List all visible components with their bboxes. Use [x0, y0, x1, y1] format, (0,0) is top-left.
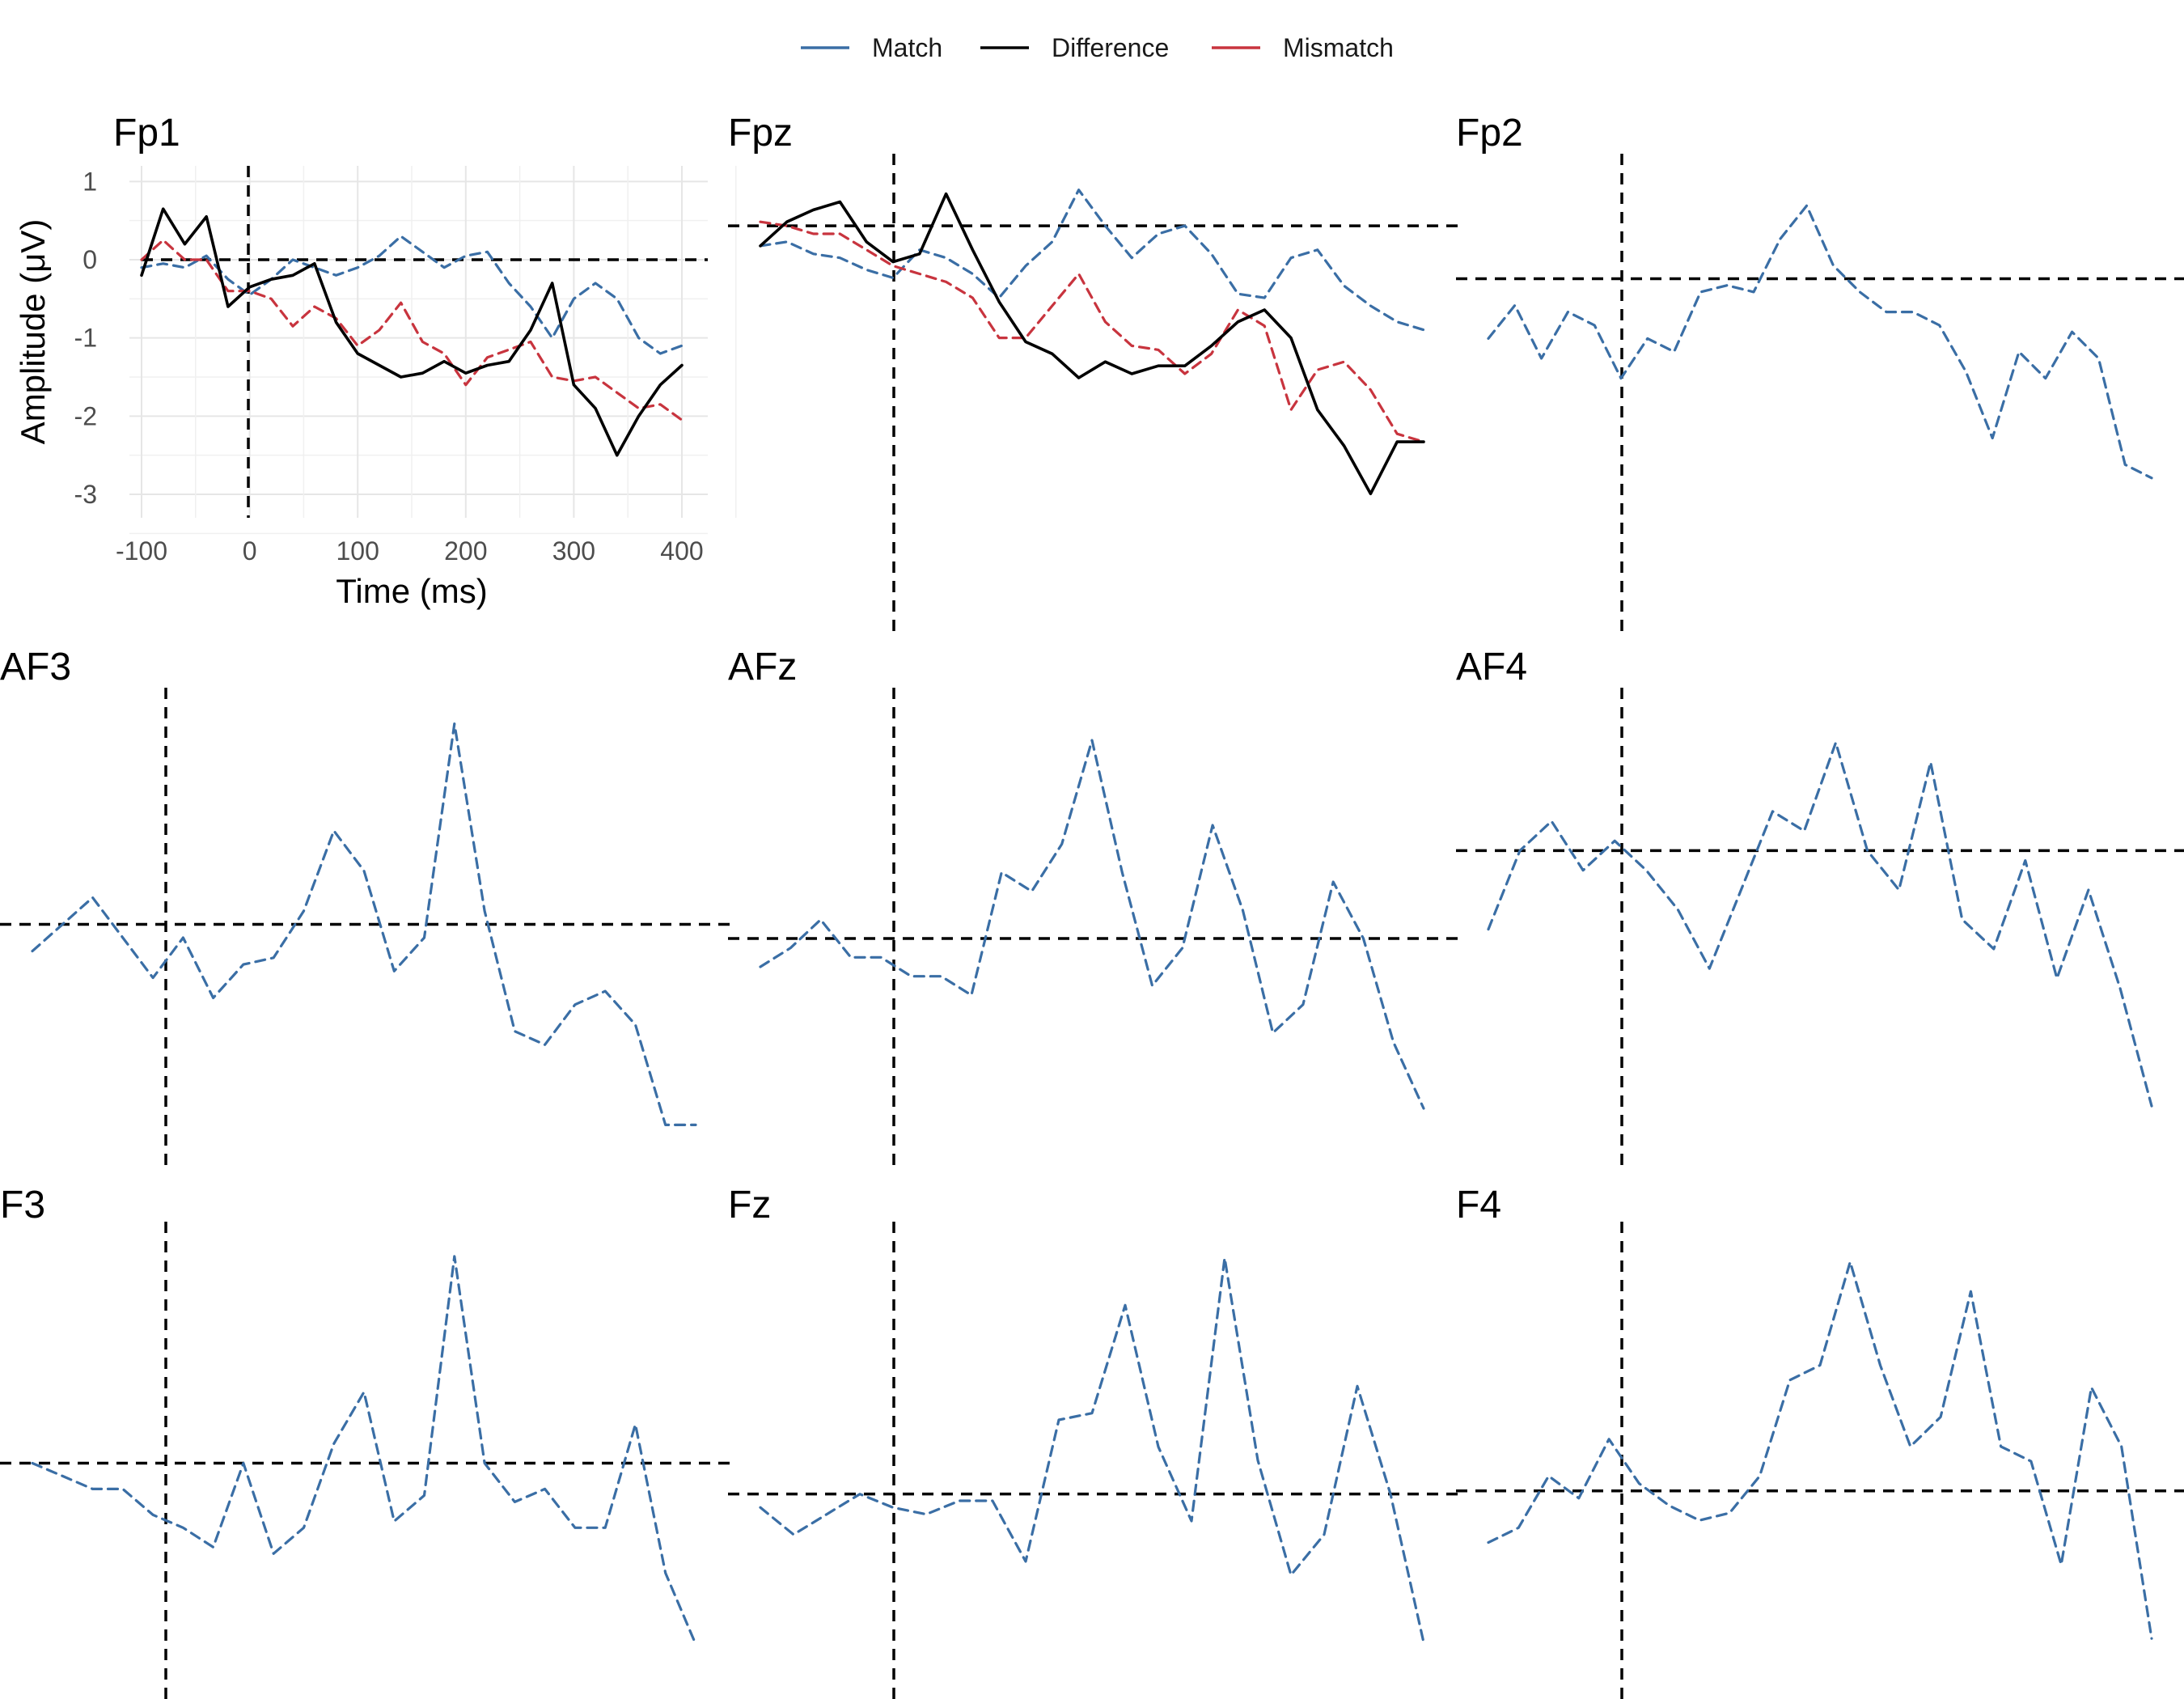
panel-title: Fp1 — [113, 112, 180, 155]
match-line — [759, 1256, 1425, 1644]
match-line — [31, 1255, 697, 1646]
grid — [129, 166, 737, 535]
legend-label-mismatch: Mismatch — [1283, 33, 1394, 62]
legend-item-mismatch: Mismatch — [1212, 33, 1394, 62]
mismatch-line — [759, 220, 1425, 443]
mismatch-line — [140, 239, 684, 422]
x-tick-label: 400 — [660, 536, 703, 566]
x-tick-label: 0 — [243, 536, 257, 566]
panel-fz: Fz — [728, 1184, 1460, 1699]
panel-title: AF3 — [0, 646, 71, 688]
legend-label-difference: Difference — [1052, 33, 1169, 62]
panel-title: Fpz — [728, 112, 793, 155]
panel-f4: F4 — [1456, 1184, 2184, 1699]
panel-title: F4 — [1456, 1184, 1501, 1227]
panel-af3: AF3 — [0, 646, 732, 1165]
panel-title: Fz — [728, 1184, 771, 1227]
legend-item-match: Match — [801, 33, 942, 62]
x-tick-label: 200 — [444, 536, 487, 566]
x-tick-label: 300 — [552, 536, 595, 566]
match-line — [140, 235, 684, 355]
panel-fpz: Fpz — [728, 112, 1460, 631]
match-line — [1487, 1260, 2153, 1640]
panel-title: Fp2 — [1456, 112, 1523, 155]
x-axis-label: Time (ms) — [336, 572, 487, 610]
panel-f3: F3 — [0, 1184, 732, 1699]
match-line — [759, 189, 1425, 332]
panel-af4: AF4 — [1456, 646, 2184, 1165]
difference-line — [759, 192, 1425, 496]
legend-label-match: Match — [872, 33, 942, 62]
legend: Match Difference Mismatch — [801, 33, 1394, 62]
panel-title: AFz — [728, 646, 797, 688]
y-axis-label: Amplitude (μV) — [14, 219, 52, 445]
match-line — [1487, 204, 2153, 480]
y-tick-label: 0 — [83, 245, 97, 274]
panel-afz: AFz — [728, 646, 1460, 1165]
panel-fp2: Fp2 — [1456, 112, 2184, 631]
panel-fp1: Fp1 1 0 -1 -2 -3 -100 0 100 200 300 400 Time (ms) Amp… — [14, 112, 737, 610]
y-tick-label: 1 — [83, 167, 97, 196]
difference-line — [140, 207, 684, 457]
match-line — [1487, 741, 2153, 1108]
match-line — [31, 722, 697, 1127]
x-tick-label: 100 — [336, 536, 379, 566]
match-line — [759, 739, 1425, 1110]
panels: Fp1 1 0 -1 -2 -3 -100 0 100 200 300 400 Time (ms) Amp… — [0, 112, 2184, 1699]
legend-item-difference: Difference — [980, 33, 1169, 62]
y-tick-label: -2 — [74, 401, 97, 430]
x-tick-label: -100 — [116, 536, 167, 566]
y-tick-label: -3 — [74, 480, 97, 509]
panel-title: F3 — [0, 1184, 45, 1227]
panel-title: AF4 — [1456, 646, 1527, 688]
y-tick-label: -1 — [74, 324, 97, 353]
